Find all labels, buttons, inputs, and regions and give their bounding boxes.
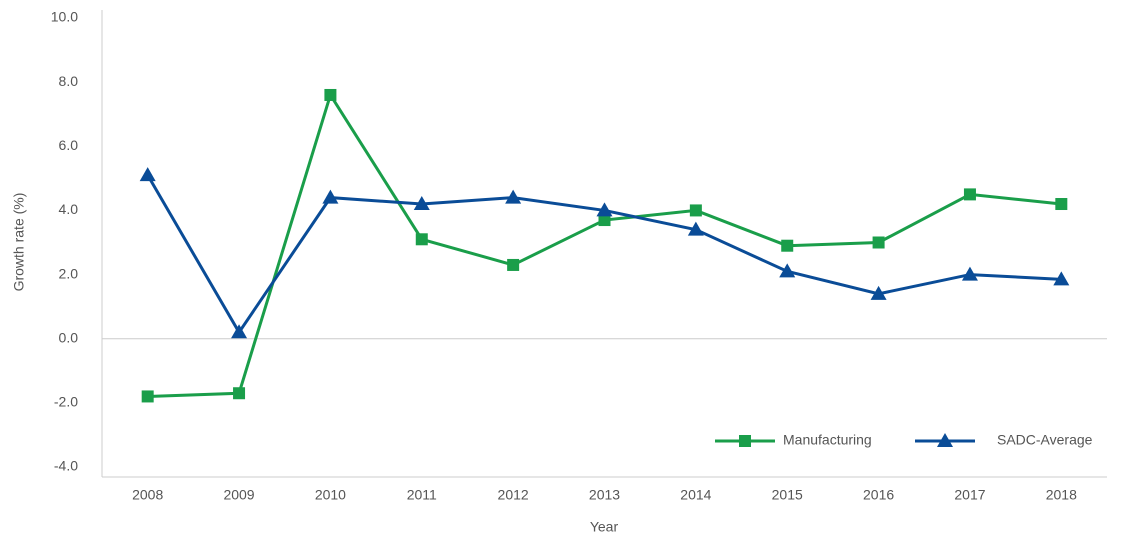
x-tick-label: 2013 [589, 487, 620, 503]
x-tick-label: 2008 [132, 487, 163, 503]
legend-label: Manufacturing [783, 432, 872, 448]
x-tick-label: 2014 [680, 487, 711, 503]
y-tick-label: 0.0 [59, 329, 79, 345]
x-tick-label: 2016 [863, 487, 894, 503]
series-line [147, 91, 1062, 398]
point [872, 236, 885, 249]
y-tick-label: 8.0 [59, 73, 79, 89]
x-tick-label: 2018 [1046, 487, 1077, 503]
point [322, 189, 339, 204]
y-tick-label: 6.0 [59, 137, 79, 153]
y-tick-label: 2.0 [59, 265, 79, 281]
point [963, 188, 976, 201]
point [141, 390, 154, 403]
point [687, 221, 704, 236]
point [231, 324, 248, 339]
x-tick-label: 2017 [954, 487, 985, 503]
y-tick-label: 4.0 [59, 201, 79, 217]
x-tick-label: 2015 [772, 487, 803, 503]
series-line [146, 174, 1062, 336]
x-tick-label: 2009 [223, 487, 254, 503]
point [596, 202, 613, 217]
y-tick-label: -2.0 [54, 394, 78, 410]
x-axis-label: Year [590, 519, 619, 534]
point [598, 214, 611, 227]
y-tick-label: 10.0 [51, 9, 78, 25]
point [505, 189, 522, 204]
point [324, 88, 337, 101]
point [415, 233, 428, 246]
point [139, 167, 156, 182]
point [961, 266, 978, 281]
point [507, 258, 520, 271]
y-axis-label: Growth rate (%) [11, 193, 27, 292]
point [1055, 198, 1068, 211]
point [233, 387, 246, 400]
x-tick-label: 2012 [498, 487, 529, 503]
point [1053, 271, 1070, 286]
x-tick-label: 2011 [407, 487, 437, 503]
point [870, 285, 887, 300]
legend-label: SADC-Average [997, 432, 1093, 448]
x-tick-label: 2010 [315, 487, 346, 503]
legend-marker [739, 435, 751, 447]
point [413, 196, 430, 211]
y-tick-label: -4.0 [54, 458, 78, 474]
point [689, 204, 702, 217]
point [779, 263, 796, 278]
point [781, 239, 794, 252]
legend-marker [937, 433, 953, 447]
